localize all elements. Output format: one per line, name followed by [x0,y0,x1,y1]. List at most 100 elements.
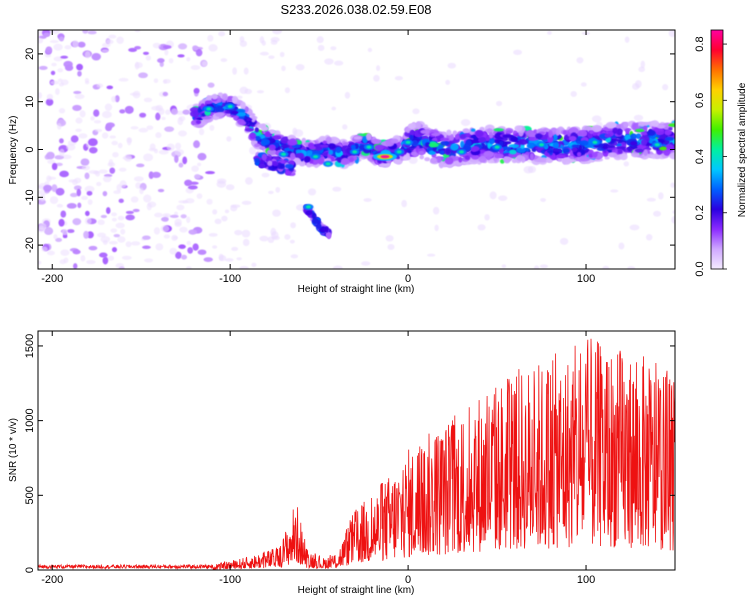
spectrogram-cell [289,152,296,160]
spectrogram-cell [342,142,349,147]
spectrogram-cell [230,204,241,208]
spectrogram-cell [216,180,227,188]
spectrogram-y-tick-label: -20 [24,237,36,253]
spectrogram-cell [139,112,147,118]
spectrogram-cell [206,198,213,205]
spectrogram-cell [197,249,207,255]
spectrogram-cell [222,93,228,101]
spectrogram-cell [84,50,91,59]
spectrogram-cell [107,255,115,261]
spectrogram-cell [77,70,82,77]
spectrogram-cell [668,127,673,131]
spectrogram-cell [396,150,402,154]
spectrogram-cell [76,188,82,197]
spectrogram-cell [256,90,265,94]
spectrogram-cell [281,152,287,156]
spectrogram-cell [402,156,408,161]
spectrogram-cell [152,42,161,49]
spectrogram-cell [179,226,188,233]
spectrogram-cell [464,155,471,160]
spectrogram-cell [305,210,313,216]
spectrogram-cell [246,117,253,122]
spectrogram-cell [225,184,235,191]
spectrogram-cell [125,241,132,248]
spectrogram-cell [186,216,191,224]
spectrogram-cell [166,143,175,152]
spectrogram-cell [319,144,330,148]
spectrogram-cell [41,246,48,252]
spectrogram-cell [53,43,63,51]
spectrogram-cell [576,151,582,157]
spectrogram-cell [186,240,191,246]
spectrogram-cell [161,116,166,120]
spectrogram-cell [623,121,629,128]
spectrogram-cell [178,43,188,50]
spectrogram-cell [619,153,628,161]
spectrogram-cell [322,140,328,145]
spectrogram-cell [86,260,96,265]
spectrogram-cell [494,153,504,159]
spectrogram-cell [528,136,539,141]
spectrogram-cell [261,153,267,161]
spectrogram-cell [568,135,577,142]
spectrogram-cell [570,90,577,97]
snr-x-tick-label: -100 [219,574,241,586]
spectrogram-cell [239,265,249,269]
spectrogram-cell [462,128,470,134]
spectrogram-cell [308,146,316,150]
spectrogram-cell [178,244,186,249]
spectrogram-y-axis-title: Frequency (Hz) [8,116,19,185]
spectrogram-cell [236,95,243,99]
spectrogram-cell [547,149,553,154]
spectrogram-cell [38,65,48,71]
spectrogram-cell [174,148,184,156]
spectrogram-cell [394,76,403,81]
spectrogram-cell [80,158,90,166]
spectrogram-cell [275,186,281,193]
spectrogram-cell [630,133,638,140]
spectrogram-cell [539,143,545,147]
spectrogram-cell [557,157,563,162]
colorbar-tick-label: 0.2 [694,205,706,220]
spectrogram-cell [53,234,58,240]
spectrogram-cell [58,82,65,87]
spectrogram-cell [157,188,165,193]
spectrogram-cell [240,101,246,110]
spectrogram-cell [290,254,299,259]
spectrogram-cell [236,112,247,117]
spectrogram-cell [38,92,43,99]
spectrogram-cell [105,122,115,128]
spectrogram-cell [58,218,65,227]
spectrogram-cell [186,266,192,269]
spectrogram-cell [55,237,63,242]
spectrogram-cell [656,124,665,129]
spectrogram-cell [109,135,117,139]
spectrogram-cell [153,78,159,84]
spectrogram-cell [96,181,102,187]
spectrogram-cell [154,212,163,218]
spectrogram-cell [132,208,140,213]
spectrogram-cell [295,64,305,71]
spectrogram-cell [43,227,54,236]
spectrogram-cell [493,128,504,132]
spectrogram-cell [161,216,169,222]
spectrogram-cell [548,129,553,138]
spectrogram-cell [88,138,98,147]
spectrogram-cell [605,121,617,129]
spectrogram-cell [60,249,70,256]
spectrogram-cell [656,131,665,135]
spectrogram-cell [100,214,108,219]
spectrogram-cell [503,155,511,164]
spectrogram-cell [51,162,58,171]
spectrogram-cell [450,143,459,151]
spectrogram-cell [111,140,118,146]
spectrogram-cell [70,135,79,143]
spectrogram-cell [545,158,552,163]
spectrogram-cell [303,156,311,163]
spectrogram-cell [108,159,114,167]
spectrogram-cell [51,30,60,35]
spectrogram-cell [93,109,100,117]
spectrogram-cell [432,206,440,215]
spectrogram-cell [526,142,535,149]
